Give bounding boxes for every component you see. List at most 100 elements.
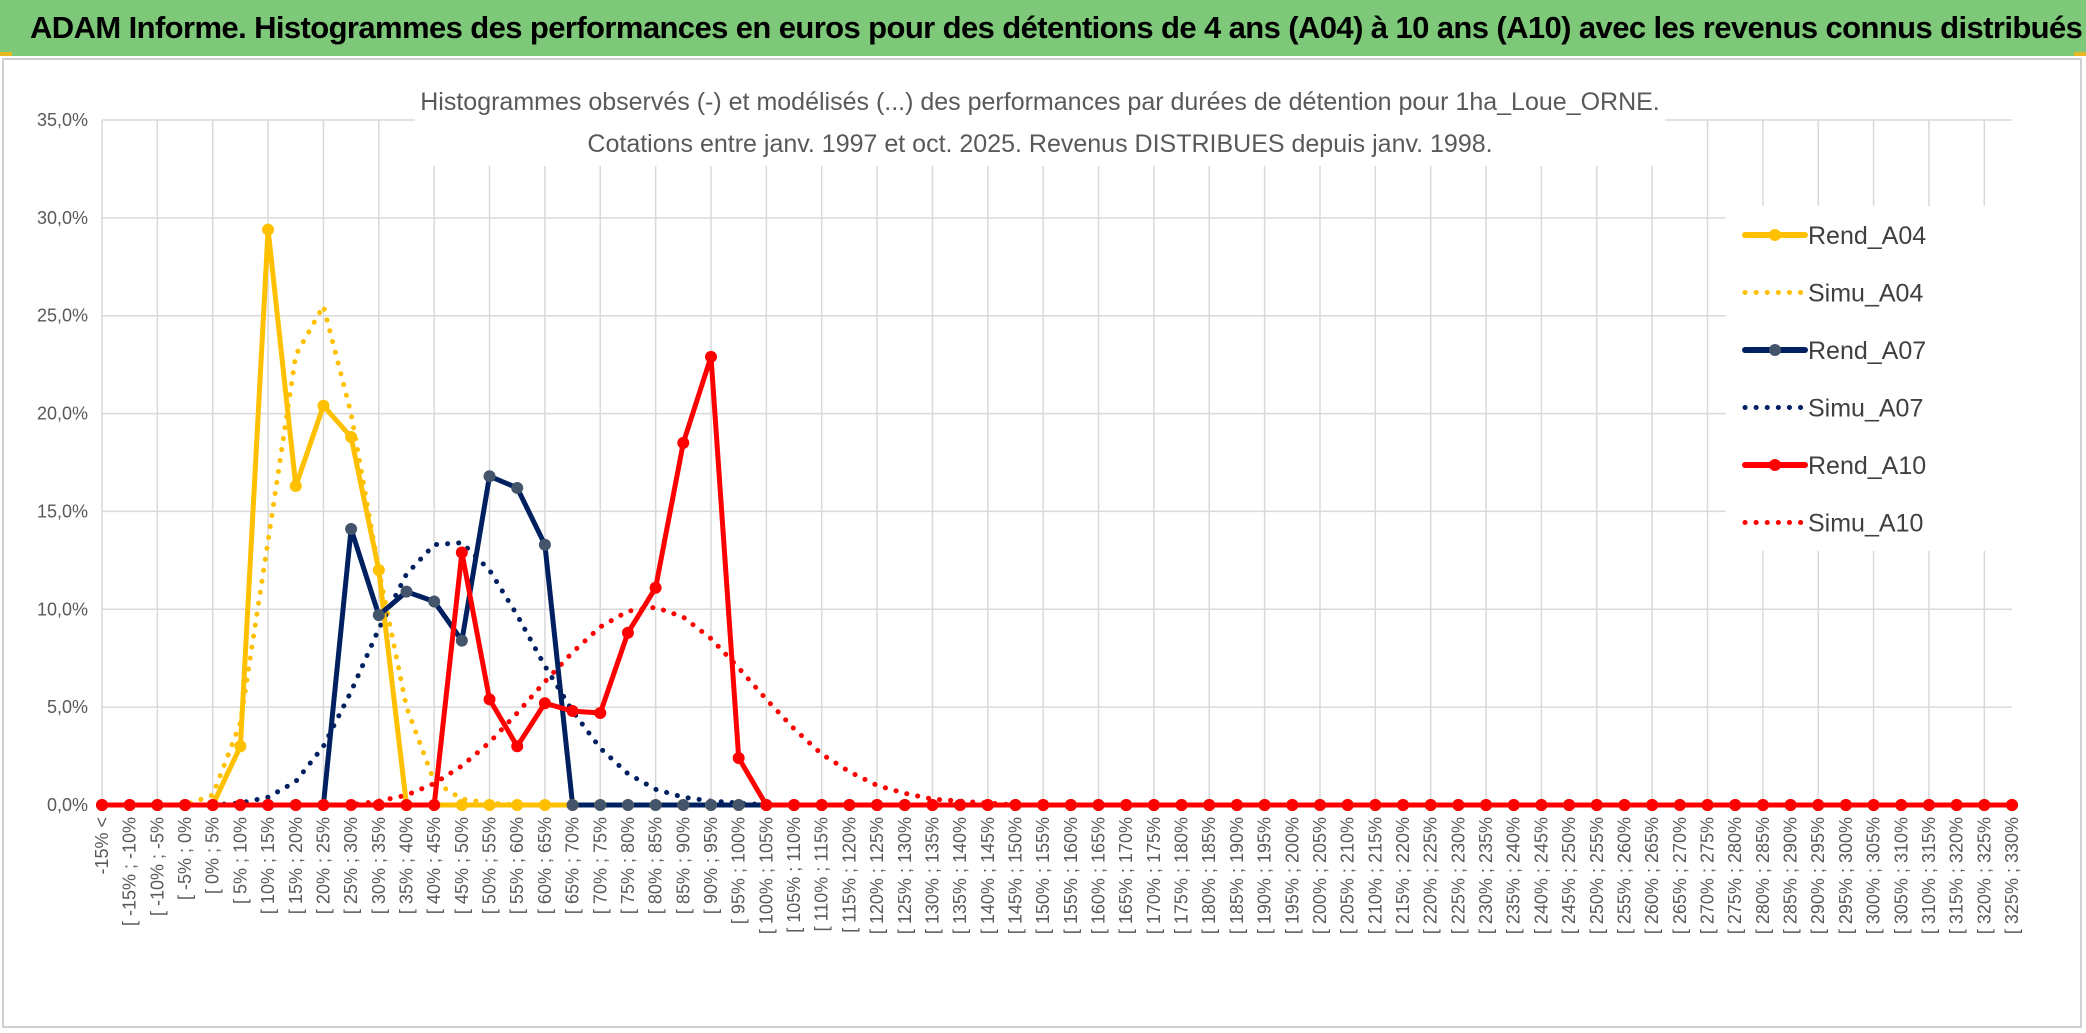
x-tick-label: [ 235% ; 240%: [1504, 817, 1524, 934]
legend-label-rend-a07: Rend_A07: [1808, 337, 1926, 365]
data-point-rend-a10: [1203, 799, 1216, 811]
x-tick-label: [ 220% ; 225%: [1421, 817, 1441, 934]
data-point-rend-a10: [1313, 799, 1326, 811]
x-tick-label: [ 125% ; 130%: [895, 817, 915, 934]
data-point-rend-a10: [1978, 799, 1991, 811]
banner-corner-right: [2074, 52, 2086, 56]
chart-title-line-1: Histogrammes observés (-) et modélisés (…: [420, 88, 1660, 116]
x-tick-label: [ 280% ; 285%: [1753, 817, 1773, 934]
series-line-simu-a07: [99, 540, 2015, 808]
x-tick-label: [ 20% ; 25%: [313, 817, 333, 914]
x-tick-label: [ 175% ; 180%: [1172, 817, 1192, 934]
x-tick-label: [ 215% ; 220%: [1393, 817, 1413, 934]
data-point-rend-a10: [649, 581, 662, 594]
x-tick-label: [ 165% ; 170%: [1116, 817, 1136, 934]
data-point-rend-a04: [483, 799, 496, 811]
x-tick-label: [ 245% ; 250%: [1559, 817, 1579, 934]
chart-title-line-2: Cotations entre janv. 1997 et oct. 2025.…: [587, 130, 1492, 158]
series-line-rend-a10: [99, 354, 2015, 808]
x-tick-label: [ 180% ; 185%: [1199, 817, 1219, 934]
data-point-rend-a10: [954, 799, 967, 811]
x-tick-label: [ 115% ; 120%: [839, 817, 859, 933]
chart-title-background: [415, 80, 1665, 166]
data-point-rend-a10: [843, 799, 856, 811]
data-point-rend-a10: [1673, 799, 1686, 811]
data-point-rend-a10: [1701, 799, 1714, 811]
x-tick-label: [ 290% ; 295%: [1808, 817, 1828, 934]
x-tick-label: [ 35% ; 40%: [396, 817, 416, 914]
data-point-rend-a10: [1812, 799, 1825, 811]
data-point-rend-a10: [455, 546, 468, 559]
x-tick-label: [ 110% ; 115%: [812, 817, 832, 931]
data-point-rend-a10: [317, 799, 330, 811]
data-point-rend-a10: [732, 752, 745, 765]
x-tick-label: [ -15% ; -10%: [120, 817, 140, 926]
x-tick-label: [ 225% ; 230%: [1448, 817, 1468, 934]
data-point-rend-a07: [538, 538, 551, 551]
data-point-rend-a04: [289, 479, 302, 492]
data-point-rend-a10: [677, 436, 690, 449]
data-point-rend-a10: [400, 799, 413, 811]
legend-label-simu-a10: Simu_A10: [1808, 510, 1923, 538]
x-tick-label: [ 185% ; 190%: [1227, 817, 1247, 934]
data-point-rend-a10: [1507, 799, 1520, 811]
x-tick-label: [ 0% ; 5%: [203, 817, 223, 894]
data-point-rend-a10: [1230, 799, 1243, 811]
data-point-rend-a07: [649, 799, 662, 811]
x-tick-label: [ -10% ; -5%: [147, 817, 167, 916]
x-tick-label: [ 170% ; 175%: [1144, 817, 1164, 934]
data-point-rend-a10: [815, 799, 828, 811]
y-tick-label: 30,0%: [37, 208, 88, 228]
data-point-rend-a10: [788, 799, 801, 811]
data-point-rend-a10: [2006, 799, 2018, 811]
x-tick-label: -15% <: [92, 817, 112, 875]
data-point-rend-a10: [179, 799, 192, 811]
data-point-rend-a10: [289, 799, 302, 811]
x-tick-label: [ 160% ; 165%: [1089, 817, 1109, 934]
x-tick-label: [ 265% ; 270%: [1670, 817, 1690, 934]
data-point-rend-a10: [1950, 799, 1963, 811]
data-point-rend-a10: [760, 799, 773, 811]
x-tick-label: [ 240% ; 245%: [1531, 817, 1551, 934]
x-tick-label: [ 250% ; 255%: [1587, 817, 1607, 934]
x-tick-label: [ 140% ; 145%: [978, 817, 998, 934]
data-point-rend-a10: [1535, 799, 1548, 811]
x-tick-label: [ 85% ; 90%: [673, 817, 693, 914]
x-tick-label: [ 310% ; 315%: [1919, 817, 1939, 934]
data-point-rend-a10: [1120, 799, 1133, 811]
chart-title: Histogrammes observés (-) et modélisés (…: [415, 80, 1665, 166]
data-point-rend-a10: [96, 799, 108, 811]
x-tick-label: [ 255% ; 260%: [1614, 817, 1634, 934]
x-tick-label: [ 30% ; 35%: [369, 817, 389, 914]
data-point-rend-a10: [566, 705, 579, 718]
x-tick-label: [ 145% ; 150%: [1005, 817, 1025, 934]
data-point-rend-a10: [1839, 799, 1852, 811]
data-point-rend-a10: [1922, 799, 1935, 811]
x-tick-label: [ 150% ; 155%: [1033, 817, 1053, 934]
data-point-rend-a10: [1175, 799, 1188, 811]
data-point-rend-a04: [511, 799, 524, 811]
data-point-rend-a07: [566, 799, 579, 811]
data-point-rend-a04: [345, 431, 358, 444]
data-point-rend-a10: [1729, 799, 1742, 811]
data-point-rend-a07: [455, 634, 468, 647]
x-tick-label: [ 285% ; 290%: [1781, 817, 1801, 934]
x-tick-label: [ 305% ; 310%: [1891, 817, 1911, 934]
x-tick-label: [ 190% ; 195%: [1255, 817, 1275, 934]
data-point-rend-a10: [1064, 799, 1077, 811]
x-tick-label: [ 300% ; 305%: [1864, 817, 1884, 934]
data-point-rend-a10: [1867, 799, 1880, 811]
x-tick-label: [ 65% ; 70%: [563, 817, 583, 914]
data-point-rend-a04: [234, 740, 247, 753]
data-point-rend-a10: [1424, 799, 1437, 811]
data-point-rend-a10: [1646, 799, 1659, 811]
data-point-rend-a10: [594, 707, 607, 720]
data-point-rend-a10: [1895, 799, 1908, 811]
x-tick-label: [ 55% ; 60%: [507, 817, 527, 914]
data-point-rend-a04: [538, 799, 551, 811]
data-point-rend-a10: [1397, 799, 1410, 811]
data-point-rend-a10: [372, 799, 385, 811]
legend-label-rend-a04: Rend_A04: [1808, 222, 1926, 250]
y-tick-label: 5,0%: [47, 697, 88, 717]
